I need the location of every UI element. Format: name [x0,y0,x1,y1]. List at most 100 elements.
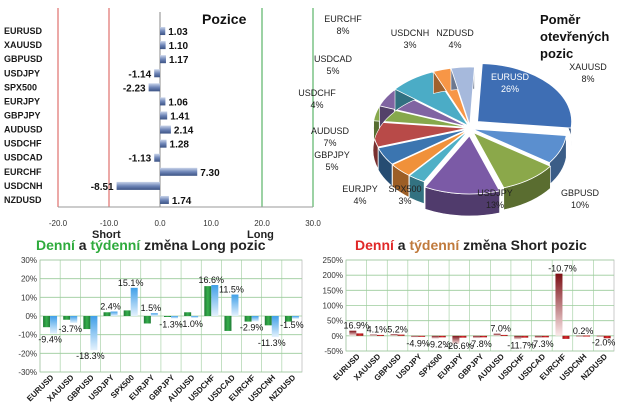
positions-title: Pozice [202,11,247,27]
weekly-change-bar [603,335,611,339]
short-annotation: Short [92,229,121,241]
daily-change-bar [63,316,71,320]
daily-change-bar [184,312,192,316]
daily-change-bar [224,316,232,331]
weekly-change-bar [150,313,158,316]
pie-label-value: 5% [325,162,338,172]
pie-label-value: 10% [571,200,589,210]
value-label: 1.17 [169,55,189,66]
pie-label-name: NZDUSD [436,28,474,38]
pie-label-name: SPX500 [388,184,421,194]
category-label: USDCHF [4,139,42,149]
pie-label-value: 8% [581,74,594,84]
pie-slice-top [450,66,475,126]
category-label: XAUUSD [4,40,43,50]
y-tick-label: -20% [18,349,37,358]
pie-slice-spx500 [408,130,469,205]
pie-label-name: GBPJPY [314,150,350,160]
long-change-chart: -9.4%-3.7% -18.3% 2.4% 15.1% 1.5% -1.3%-1.0% 1… [18,256,303,404]
long-change-title: Denní a týdenní změna Long pozic [36,237,266,253]
pie-slice-top [373,106,468,128]
pie-slice-top [432,67,470,126]
daily-change-bar [123,310,131,316]
daily-change-bar [264,316,272,326]
value-label: 7.0% [490,324,511,334]
y-tick-label: 200% [323,271,343,280]
weekly-change-bar [50,316,58,334]
value-label: -11.3% [258,338,286,348]
weekly-change-bar [376,334,384,336]
daily-change-bar [284,316,292,322]
pie-label-value: 13% [486,200,504,210]
value-label: 16.6% [199,275,225,285]
y-tick-label: -10% [18,331,37,340]
value-label: -26.6% [445,341,474,351]
position-bar [160,195,169,204]
pie-slice-top [391,129,469,176]
pie-slice-eurchf [394,71,470,127]
daily-change-bar [369,334,377,336]
category-label: EURUSD [4,26,43,36]
pie-slice-top [472,131,552,189]
weekly-change-bar [480,335,487,338]
pie-slice-usdchf [373,105,468,143]
y-tick-label: 0% [25,312,37,321]
y-tick-label: 10% [21,293,37,302]
y-tick-label: 0% [331,332,343,341]
y-tick-label: 50% [327,317,343,326]
pie-slice-top [377,129,468,165]
daily-change-bar [43,316,51,328]
y-tick-label: -30% [18,368,37,377]
daily-change-bar [390,334,398,336]
weekly-change-bar [521,335,529,338]
value-label: 7.30 [200,168,220,179]
value-label: 1.5% [141,303,162,313]
x-tick-label: 0.0 [154,219,166,228]
position-bar [148,83,160,92]
pie-label-name: EURCHF [324,14,362,24]
pie-slice-gbpjpy [377,129,468,187]
category-label: USDCNH [4,181,43,191]
value-label: 1.06 [168,97,188,108]
x-tick-label: -20.0 [49,219,68,228]
pie-slice-usdcnh [432,67,470,126]
daily-change-bar [473,335,480,339]
position-bar [160,167,198,176]
value-label: -1.3% [159,319,183,329]
value-label: 1.41 [170,112,190,123]
daily-change-bar [596,335,604,337]
ratio-pie-chart: EURUSD 26% XAUUSD 8% GBPUSD 10% USDJPY 13% SPX50… [298,12,609,217]
weekly-change-bar [397,334,405,336]
value-label: -9.2% [427,340,451,350]
y-tick-label: 250% [323,256,343,265]
daily-change-bar [83,316,91,330]
weekly-change-bar [459,335,467,338]
weekly-change-bar [438,335,446,338]
short-change-title: Denní a týdenní změna Short pozic [355,237,587,253]
pie-title-line-1: Poměr [540,12,580,27]
value-label: -1.13 [128,154,151,165]
pie-label-name: USDCNH [391,28,430,38]
weekly-change-bar [291,316,299,319]
position-bar [160,41,166,50]
daily-change-bar [431,335,439,339]
pie-label-value: 3% [403,40,416,50]
daily-change-bar [349,330,357,336]
value-label: -1.5% [280,320,304,330]
title-and: a [394,237,410,253]
pie-slice-top [424,135,501,195]
weekly-change-bar [271,316,279,338]
value-label: -11.7% [507,340,535,350]
daily-change-bar [576,335,584,337]
daily-change-bar [555,273,563,336]
title-weekly: týdenní [90,237,141,253]
pie-slice-top [472,128,567,164]
pie-label-name: XAUUSD [569,62,607,72]
pie-title-line-3: pozic [540,46,573,61]
value-label: 2.14 [174,126,194,137]
pie-label-value: 4% [448,40,461,50]
pie-slice-usdjpy [424,135,501,217]
category-label: GBPUSD [4,54,43,64]
value-label: -8.51 [91,182,114,193]
